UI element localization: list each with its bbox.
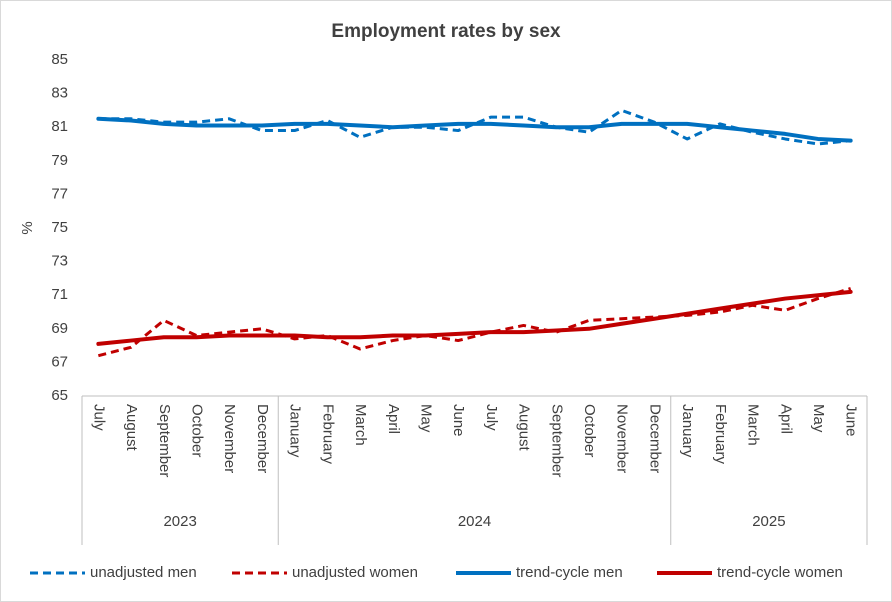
legend-label: trend-cycle men: [516, 564, 623, 581]
x-tick-label: June: [843, 404, 860, 437]
x-tick-label: September: [156, 404, 173, 477]
y-tick-label: 81: [51, 118, 68, 135]
x-tick-label: January: [287, 404, 304, 458]
x-tick-label: September: [548, 404, 565, 477]
y-tick-label: 77: [51, 185, 68, 202]
x-tick-label: August: [516, 404, 533, 452]
y-axis-label: %: [19, 221, 36, 234]
y-tick-label: 75: [51, 219, 68, 236]
x-tick-label: October: [581, 404, 598, 457]
x-tick-label: January: [679, 404, 696, 458]
series-line: [96, 116, 853, 143]
series-line: [97, 287, 852, 358]
y-tick-label: 79: [51, 152, 68, 169]
x-tick-label: February: [712, 404, 729, 465]
x-tick-label: December: [646, 404, 663, 473]
x-tick-label: February: [319, 404, 336, 465]
year-label: 2023: [163, 513, 196, 530]
y-tick-label: 69: [51, 320, 68, 337]
y-tick-label: 71: [51, 286, 68, 303]
x-tick-label: July: [483, 404, 500, 431]
x-tick-label: March: [745, 404, 762, 446]
x-tick-label: June: [450, 404, 467, 437]
y-tick-label: 85: [51, 51, 68, 68]
year-label: 2025: [752, 513, 785, 530]
y-tick-label: 83: [51, 85, 68, 102]
x-tick-label: March: [352, 404, 369, 446]
x-tick-label: December: [254, 404, 271, 473]
legend-label: unadjusted women: [292, 564, 418, 581]
x-tick-label: May: [810, 404, 827, 433]
x-tick-label: October: [189, 404, 206, 457]
x-tick-label: May: [417, 404, 434, 433]
x-tick-label: August: [123, 404, 140, 452]
series-line: [98, 108, 851, 146]
x-tick-label: November: [614, 404, 631, 473]
series-line: [96, 289, 853, 346]
y-tick-label: 73: [51, 253, 68, 270]
y-tick-label: 65: [51, 387, 68, 404]
x-tick-label: April: [385, 404, 402, 434]
x-tick-label: April: [777, 404, 794, 434]
x-tick-label: July: [90, 404, 107, 431]
legend-label: trend-cycle women: [717, 564, 843, 581]
y-tick-label: 67: [51, 353, 68, 370]
legend-label: unadjusted men: [90, 564, 197, 581]
x-tick-label: November: [221, 404, 238, 473]
chart-title: Employment rates by sex: [331, 21, 561, 42]
year-label: 2024: [458, 513, 491, 530]
